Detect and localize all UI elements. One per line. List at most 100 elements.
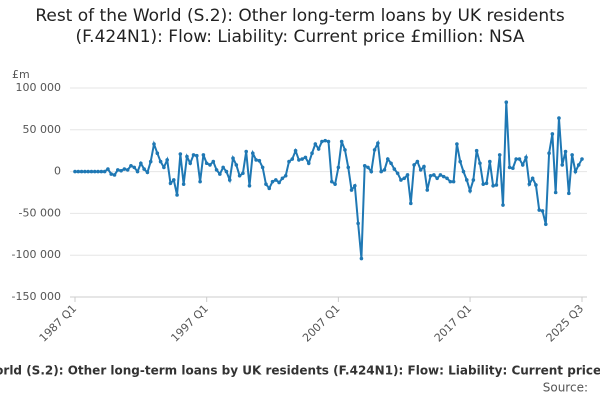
data-point <box>547 151 551 156</box>
data-point <box>464 178 469 182</box>
data-point <box>537 208 542 212</box>
data-point <box>112 173 117 177</box>
data-point <box>409 201 413 206</box>
data-point <box>247 184 252 188</box>
data-point <box>511 166 515 171</box>
data-point <box>488 159 492 164</box>
data-line <box>75 102 583 259</box>
data-point <box>520 163 525 167</box>
data-point <box>165 158 169 162</box>
data-point <box>195 153 199 158</box>
data-point <box>158 159 163 164</box>
data-point <box>385 157 390 161</box>
data-point <box>86 169 90 174</box>
data-point <box>129 163 133 168</box>
data-point <box>336 165 341 170</box>
y-tick-label: -150 000 <box>12 290 61 303</box>
x-tick-label: 1987 Q1 <box>37 302 80 345</box>
data-point <box>395 171 400 176</box>
data-point <box>145 170 150 175</box>
data-point <box>178 152 183 156</box>
data-point <box>185 154 189 159</box>
data-point <box>316 147 321 151</box>
data-point <box>438 173 443 177</box>
data-point <box>306 161 311 166</box>
data-point <box>260 165 265 170</box>
data-point <box>142 167 146 171</box>
data-point <box>369 169 374 174</box>
data-point <box>353 184 357 188</box>
y-tick-label: 100 000 <box>16 81 62 94</box>
data-point <box>356 221 360 226</box>
data-point <box>297 158 301 162</box>
chart-title: Rest of the World (S.2): Other long-term… <box>35 6 565 47</box>
data-point <box>504 100 509 105</box>
data-point <box>181 182 186 186</box>
data-point <box>428 173 433 178</box>
data-point <box>244 149 248 154</box>
data-point <box>553 190 558 195</box>
data-point <box>227 178 232 182</box>
data-point <box>76 169 81 174</box>
data-point <box>329 179 334 184</box>
data-point <box>399 178 403 182</box>
data-point <box>494 183 499 187</box>
data-point <box>267 186 272 191</box>
data-point <box>379 169 383 174</box>
data-point <box>257 158 262 163</box>
data-point <box>481 182 486 186</box>
data-point <box>221 165 225 170</box>
data-point <box>313 142 318 146</box>
data-point <box>303 155 308 160</box>
data-point <box>270 179 275 184</box>
data-point <box>224 169 229 174</box>
data-point <box>122 167 127 171</box>
data-point <box>79 169 84 174</box>
data-point <box>254 158 258 162</box>
data-point <box>343 148 347 152</box>
data-point <box>290 157 295 161</box>
data-point <box>412 163 416 167</box>
data-point <box>277 180 281 185</box>
data-point <box>507 165 512 170</box>
data-point <box>102 169 107 174</box>
data-point <box>573 169 578 174</box>
data-point <box>346 165 351 170</box>
data-point <box>580 157 584 161</box>
data-point <box>448 179 453 184</box>
data-point <box>514 157 518 161</box>
data-point <box>283 173 288 178</box>
data-point <box>376 141 380 145</box>
data-point <box>550 132 555 136</box>
data-point <box>527 182 532 186</box>
data-point <box>171 178 176 182</box>
data-point <box>530 176 535 181</box>
data-point <box>445 176 449 181</box>
data-point <box>540 209 545 213</box>
data-point <box>106 167 110 171</box>
data-point <box>563 149 568 154</box>
data-point <box>280 176 285 181</box>
y-tick-label: 50 000 <box>23 123 62 136</box>
data-point <box>218 172 222 176</box>
data-point <box>415 159 420 164</box>
data-point <box>435 176 439 181</box>
data-point <box>366 165 370 170</box>
data-point <box>468 189 472 193</box>
data-point <box>534 183 538 187</box>
data-point <box>89 169 94 174</box>
data-point <box>211 159 216 164</box>
data-point <box>557 116 561 120</box>
x-tick-label: 1997 Q1 <box>168 302 211 345</box>
y-tick-label: -50 000 <box>19 206 61 219</box>
data-point <box>208 163 212 167</box>
data-point <box>300 157 304 161</box>
data-point <box>560 163 565 167</box>
data-point <box>274 178 278 182</box>
data-point <box>458 159 462 164</box>
x-tick-label: 2007 Q1 <box>300 302 343 345</box>
data-point <box>310 151 314 156</box>
data-point <box>139 161 143 166</box>
y-tick-label: -100 000 <box>12 248 61 261</box>
